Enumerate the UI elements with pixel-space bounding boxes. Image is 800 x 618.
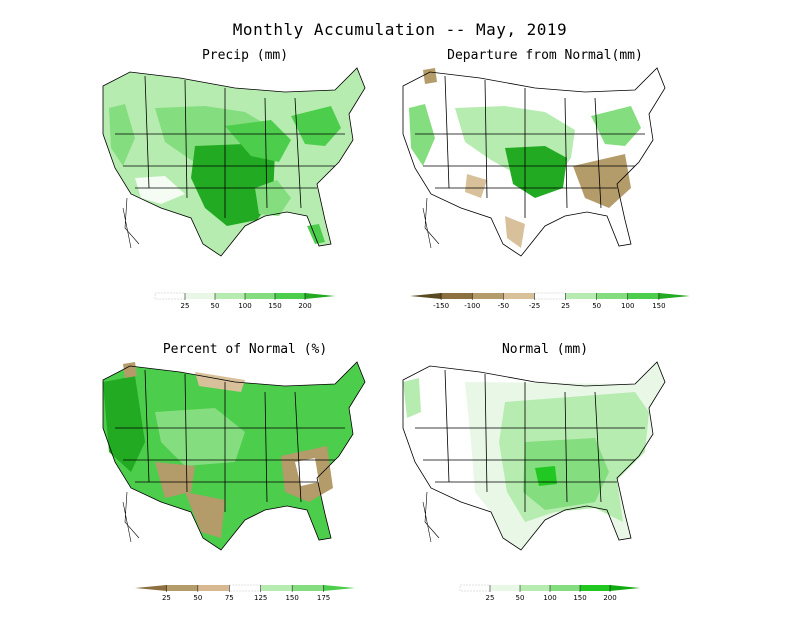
map-precip <box>102 67 366 257</box>
us-boundaries <box>402 67 666 257</box>
us-boundaries <box>402 361 666 551</box>
legend-swatch <box>185 293 215 299</box>
map-departure <box>402 67 666 257</box>
legend-departure: -150 -100 -50 -25 25 50 100 150 <box>400 290 700 314</box>
legend-swatch <box>550 585 580 591</box>
legend-swatch <box>215 293 245 299</box>
legend-tick-label: -50 <box>498 302 509 310</box>
legend-tick-label: 200 <box>603 594 616 602</box>
map-normal <box>402 361 666 551</box>
panel-title-normal: Normal (mm) <box>501 342 589 357</box>
legend-swatch <box>472 293 504 299</box>
legend-swatch <box>229 584 261 592</box>
legend-tick-label: 125 <box>254 594 267 602</box>
legend-swatch <box>565 293 597 299</box>
legend-swatch <box>610 585 640 591</box>
us-boundaries <box>102 67 366 257</box>
percent-field <box>103 362 365 550</box>
legend-swatch <box>596 293 628 299</box>
figure-title: Monthly Accumulation -- May, 2019 <box>232 20 568 39</box>
legend-swatch <box>323 585 355 591</box>
precip-field <box>103 68 365 256</box>
legend-tick-label: 150 <box>268 302 281 310</box>
legend-normal: 25 50 100 150 200 <box>450 582 650 606</box>
legend-swatch <box>490 585 520 591</box>
legend-percent: 25 50 75 125 150 175 <box>125 582 365 606</box>
legend-tick-label: -150 <box>433 302 449 310</box>
legend-swatch <box>260 585 293 591</box>
panel-title-percent: Percent of Normal (%) <box>162 342 328 357</box>
legend-tick-label: 25 <box>486 594 495 602</box>
legend-swatch <box>503 293 535 299</box>
legend-swatch <box>441 293 473 299</box>
legend-swatch <box>197 585 230 591</box>
legend-swatch <box>459 584 491 592</box>
normal-field <box>403 362 665 550</box>
legend-swatch <box>154 292 186 300</box>
legend-swatch <box>166 585 198 591</box>
legend-tick-label: 100 <box>238 302 251 310</box>
legend-tick-label: 175 <box>317 594 330 602</box>
legend-swatch <box>135 585 167 591</box>
legend-tick-label: 200 <box>298 302 311 310</box>
legend-tick-label: 25 <box>162 594 171 602</box>
legend-tick-label: -100 <box>464 302 480 310</box>
legend-tick-label: -25 <box>529 302 540 310</box>
legend-swatch <box>534 292 566 300</box>
legend-swatch <box>658 293 690 299</box>
legend-tick-label: 150 <box>652 302 665 310</box>
legend-tick-label: 25 <box>181 302 190 310</box>
legend-precip: 25 50 100 150 200 <box>145 290 345 314</box>
legend-swatch <box>410 293 442 299</box>
legend-tick-label: 50 <box>516 594 525 602</box>
legend-tick-label: 100 <box>621 302 634 310</box>
legend-swatch <box>580 585 610 591</box>
legend-tick-label: 150 <box>285 594 298 602</box>
legend-tick-label: 50 <box>592 302 601 310</box>
legend-swatch <box>305 293 335 299</box>
panel-title-precip: Precip (mm) <box>201 48 289 63</box>
legend-tick-label: 50 <box>211 302 220 310</box>
legend-swatch <box>292 585 324 591</box>
legend-tick-label: 75 <box>225 594 234 602</box>
legend-swatch <box>520 585 550 591</box>
legend-swatch <box>627 293 659 299</box>
legend-tick-label: 100 <box>543 594 556 602</box>
panel-title-departure: Departure from Normal(mm) <box>447 48 643 63</box>
legend-tick-label: 25 <box>561 302 570 310</box>
panel-departure: Departure from Normal(mm) <box>395 48 695 278</box>
panel-normal: Normal (mm) <box>395 342 695 572</box>
us-boundaries <box>102 361 366 551</box>
legend-swatch <box>245 293 275 299</box>
legend-tick-label: 150 <box>573 594 586 602</box>
legend-swatch <box>275 293 305 299</box>
panel-precip: Precip (mm) <box>95 48 395 278</box>
panel-percent: Percent of Normal (%) <box>95 342 395 572</box>
departure-field <box>403 68 665 256</box>
map-percent <box>102 361 366 551</box>
legend-tick-label: 50 <box>193 594 202 602</box>
